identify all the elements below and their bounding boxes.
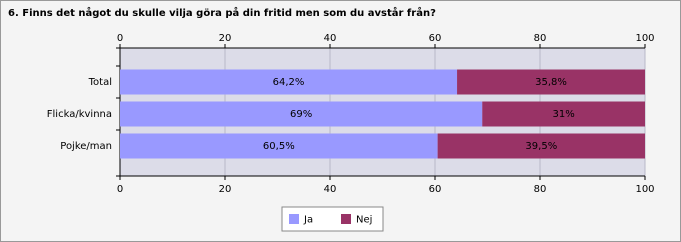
- x-tick-label: 40: [324, 33, 337, 44]
- x-tick-label: 0: [117, 33, 123, 44]
- y-tick-label: Pojke/man: [60, 141, 112, 152]
- value-label: 35,8%: [535, 77, 567, 88]
- x-tick-label: 40: [324, 184, 337, 195]
- bar: [120, 69, 458, 95]
- x-tick-label: 100: [635, 33, 654, 44]
- x-tick-label: 80: [534, 184, 547, 195]
- x-tick-label: 60: [429, 184, 442, 195]
- x-tick-label: 20: [219, 33, 232, 44]
- bar: [482, 101, 645, 127]
- bar: [120, 101, 483, 127]
- x-tick-label: 20: [219, 184, 232, 195]
- y-tick-label: Total: [88, 77, 112, 88]
- x-tick-label: 60: [429, 33, 442, 44]
- value-label: 60,5%: [263, 141, 295, 152]
- value-label: 64,2%: [273, 77, 305, 88]
- legend-label: Nej: [356, 215, 372, 226]
- legend-swatch: [289, 214, 299, 224]
- bar: [437, 133, 645, 159]
- x-tick-label: 0: [117, 184, 123, 195]
- legend-label: Ja: [303, 215, 313, 226]
- x-tick-label: 80: [534, 33, 547, 44]
- value-label: 31%: [553, 109, 575, 120]
- legend-swatch: [341, 214, 351, 224]
- x-tick-label: 100: [635, 184, 654, 195]
- chart-title: 6. Finns det något du skulle vilja göra …: [8, 6, 436, 19]
- value-label: 39,5%: [525, 141, 557, 152]
- y-tick-label: Flicka/kvinna: [47, 109, 112, 120]
- bar: [120, 133, 438, 159]
- bar: [457, 69, 645, 95]
- value-label: 69%: [290, 109, 312, 120]
